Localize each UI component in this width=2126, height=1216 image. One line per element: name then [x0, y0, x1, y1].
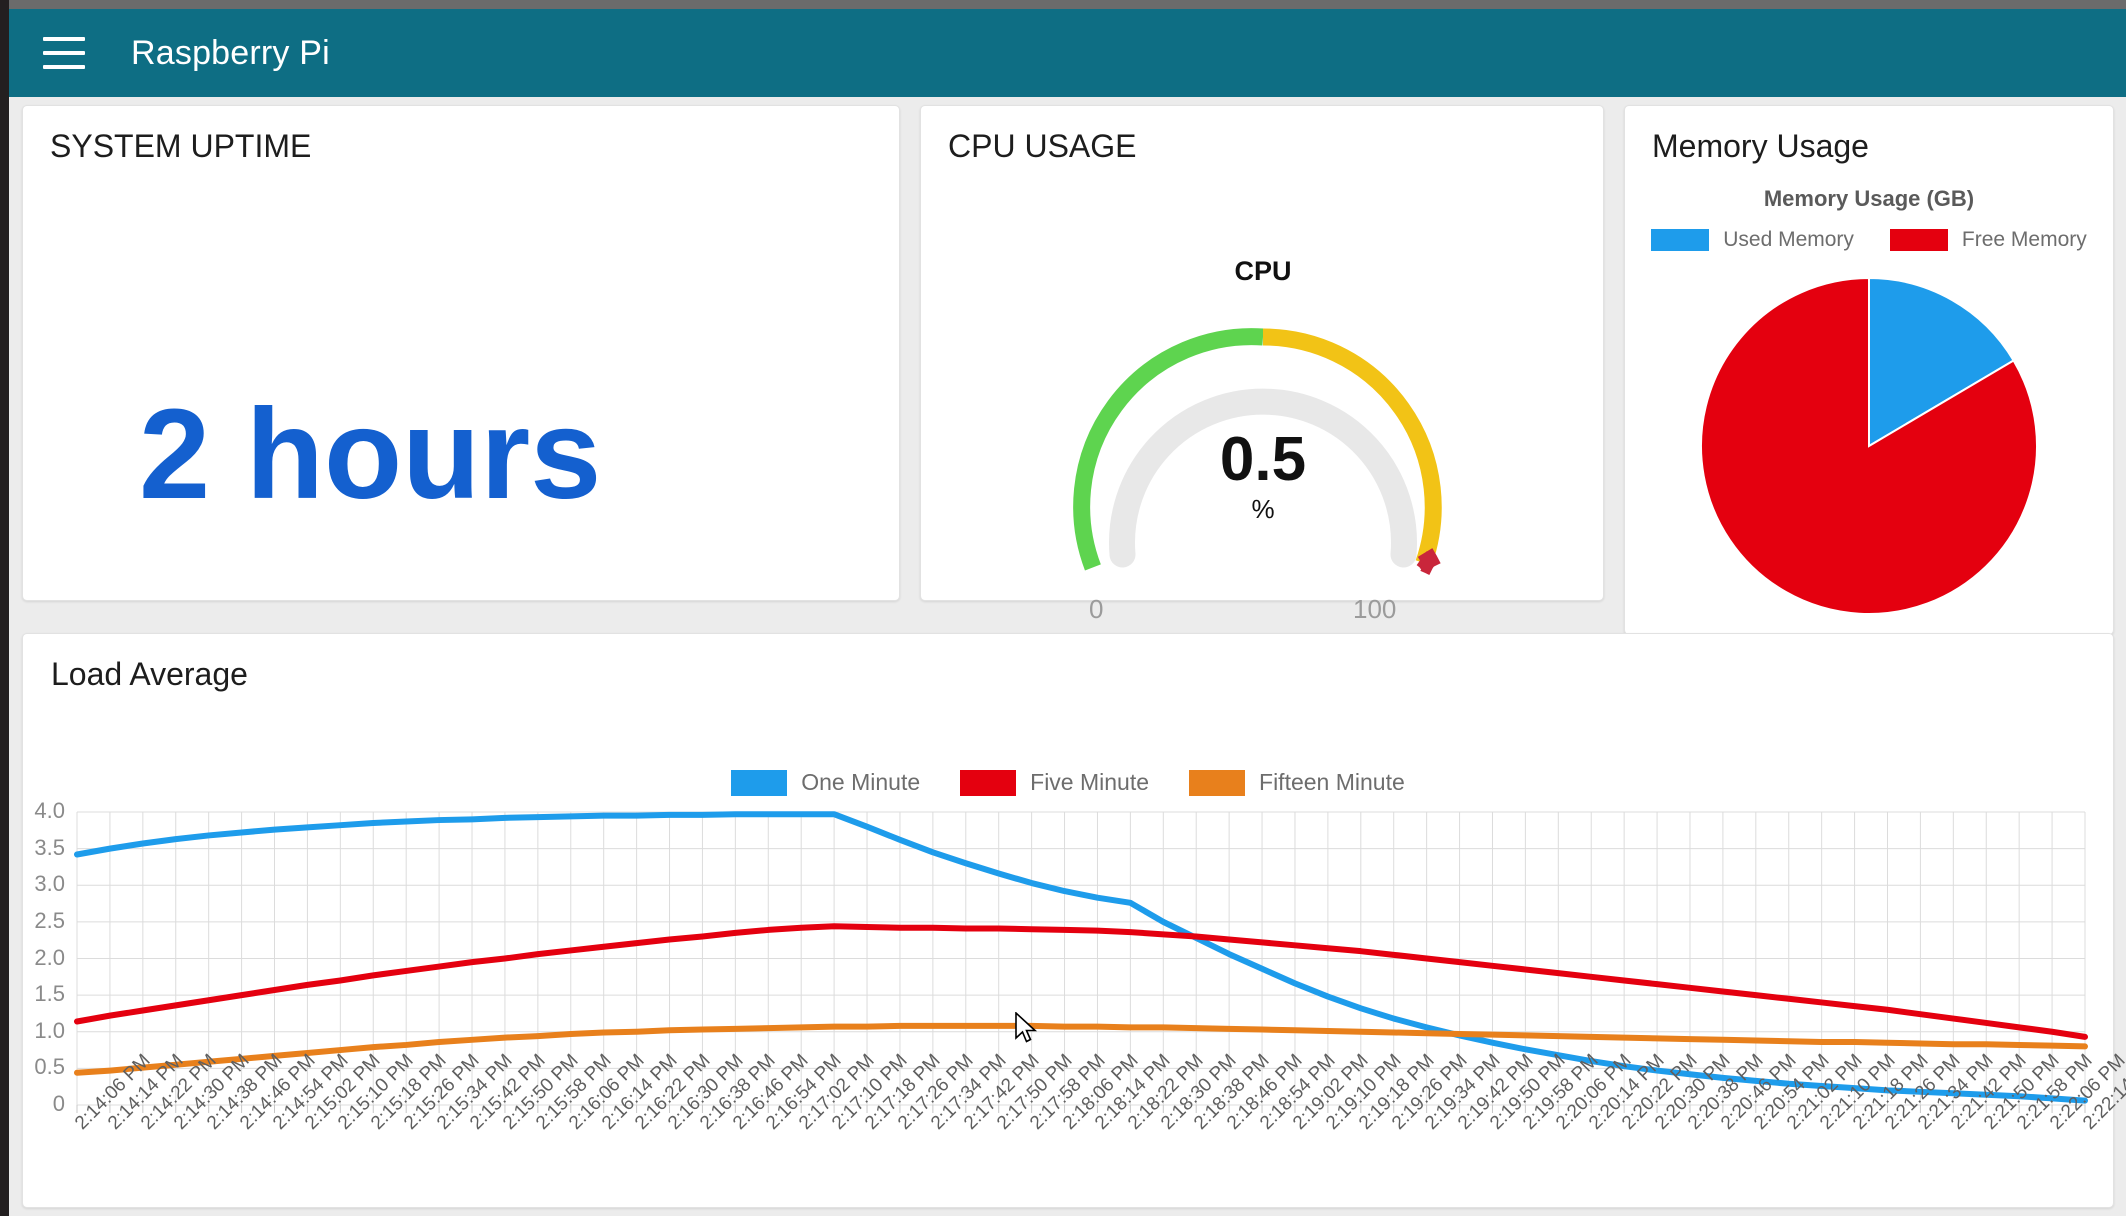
load-chart-legend: One Minute Five Minute Fifteen Minute	[23, 769, 2113, 796]
system-uptime-title: SYSTEM UPTIME	[50, 128, 312, 164]
mouse-cursor-icon	[1015, 1012, 1038, 1043]
legend-swatch-free-memory	[1889, 229, 1948, 251]
y-axis-tick-label: 0.5	[34, 1054, 65, 1080]
pie-slice-free-memory[interactable]	[1700, 276, 2038, 615]
app-title: Raspberry Pi	[131, 33, 330, 72]
cpu-usage-title: CPU USAGE	[948, 128, 1137, 164]
series-line-fifteen-minute[interactable]	[74, 1022, 2088, 1076]
legend-item-free-memory[interactable]: Free Memory	[1889, 228, 2087, 252]
legend-item-used-memory[interactable]: Used Memory	[1651, 228, 1854, 252]
memory-chart-legend: Used Memory Free Memory	[1625, 228, 2113, 252]
legend-label-fifteen-minute: Fifteen Minute	[1259, 769, 1405, 795]
memory-pie-svg	[1700, 276, 2038, 615]
window-left-chrome	[0, 0, 9, 1216]
pie-slice-used-memory[interactable]	[1868, 276, 2015, 448]
system-uptime-value: 2 hours	[139, 383, 602, 526]
y-axis-tick-label: 3.5	[34, 834, 65, 860]
y-axis-tick-label: 3.0	[34, 871, 65, 897]
y-axis-tick-label: 1.5	[34, 981, 65, 1007]
y-axis-tick-label: 0	[52, 1091, 65, 1116]
hamburger-menu-icon[interactable]	[43, 37, 85, 69]
window-top-chrome	[0, 0, 2126, 9]
legend-swatch-fifteen-minute	[1189, 769, 1246, 796]
cpu-usage-card: CPU USAGE CPU 0.5	[920, 105, 1605, 624]
legend-label-used-memory: Used Memory	[1723, 228, 1854, 251]
legend-label-five-minute: Five Minute	[1030, 769, 1150, 795]
y-axis-tick-label: 2.0	[34, 944, 65, 970]
legend-label-one-minute: One Minute	[801, 769, 921, 795]
legend-label-free-memory: Free Memory	[1961, 228, 2087, 251]
y-axis-tick-label: 2.5	[34, 907, 65, 933]
legend-item-one-minute[interactable]: One Minute	[731, 769, 920, 796]
cpu-gauge-svg	[1073, 328, 1442, 576]
y-axis-tick-label: 4.0	[34, 798, 65, 823]
cpu-gauge-unit: %	[1251, 494, 1275, 524]
system-uptime-card: SYSTEM UPTIME 2 hours	[22, 105, 900, 601]
legend-swatch-five-minute	[960, 769, 1017, 796]
cpu-gauge-max-label: 100	[1353, 594, 1397, 624]
load-average-title: Load Average	[51, 656, 248, 692]
memory-chart-subtitle: Memory Usage (GB)	[1763, 186, 1975, 211]
dashboard-top-row: SYSTEM UPTIME 2 hours CPU USAGE CPU	[22, 105, 2114, 635]
cpu-gauge: CPU 0.5 % 0 100	[921, 256, 1605, 624]
memory-pie-chart	[1699, 276, 2039, 621]
load-average-plot	[74, 811, 2088, 1113]
series-line-one-minute[interactable]	[74, 811, 2088, 1104]
y-axis-tick-label: 1.0	[34, 1017, 65, 1043]
load-average-card: Load Average One Minute Five Minute Fift…	[22, 633, 2126, 1208]
app-header-bar: Raspberry Pi	[9, 9, 2126, 97]
cpu-gauge-min-label: 0	[1089, 594, 1104, 624]
legend-swatch-used-memory	[1651, 229, 1710, 251]
memory-usage-title: Memory Usage	[1652, 128, 1869, 164]
memory-usage-card: Memory Usage Memory Usage (GB) Used Memo…	[1624, 105, 2114, 635]
series-line-five-minute[interactable]	[74, 923, 2088, 1040]
cpu-gauge-value: 0.5	[1219, 425, 1307, 494]
cpu-gauge-label: CPU	[1234, 256, 1292, 286]
legend-swatch-one-minute	[731, 769, 788, 796]
legend-item-five-minute[interactable]: Five Minute	[960, 769, 1149, 796]
legend-item-fifteen-minute[interactable]: Fifteen Minute	[1189, 769, 1405, 796]
